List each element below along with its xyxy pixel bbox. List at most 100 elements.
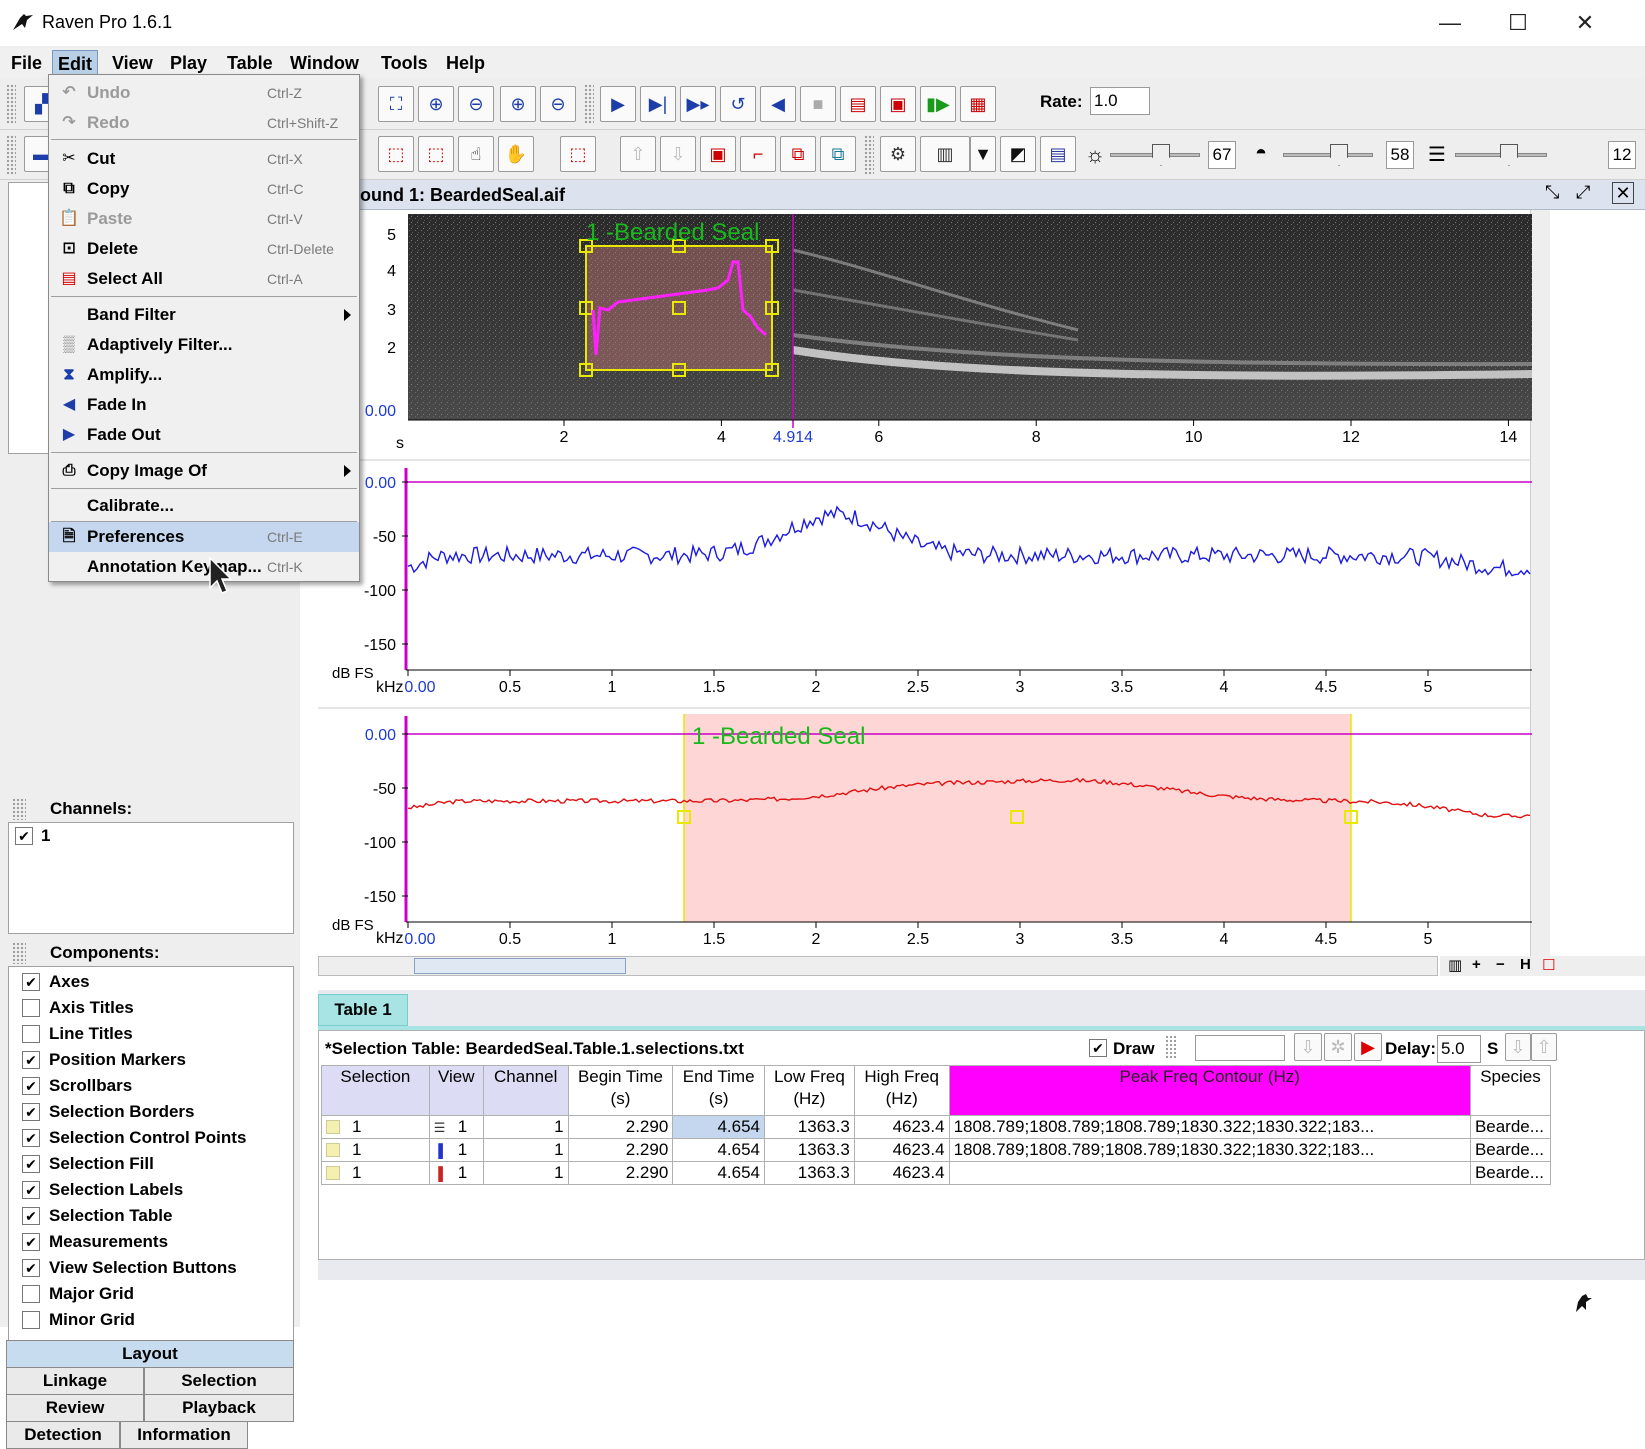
selection-corner-icon[interactable]: ⌐ <box>740 136 776 172</box>
record-icon[interactable]: ▤ <box>840 86 876 122</box>
component-checkbox[interactable] <box>22 999 40 1017</box>
menu-item-fade-out[interactable]: ▶ Fade Out <box>49 420 359 450</box>
auto-advance-icon[interactable]: ✲ <box>1324 1033 1352 1061</box>
component-item[interactable]: Axis Titles <box>9 995 293 1021</box>
menu-item-paste[interactable]: 📋 Paste Ctrl-V <box>59 209 303 228</box>
menu-item-copy[interactable]: ⧉ Copy Ctrl-C <box>49 174 359 204</box>
toolbar-grip[interactable] <box>864 135 874 175</box>
component-item[interactable]: Minor Grid <box>9 1307 293 1333</box>
colormap-icon[interactable]: ▥ <box>920 136 970 172</box>
chevron-down-icon[interactable]: ▼ <box>970 136 996 172</box>
table-cell-channel[interactable]: 1 <box>482 1161 569 1185</box>
component-checkbox[interactable] <box>22 1311 40 1329</box>
draw-checkbox[interactable]: ✔ <box>1089 1039 1107 1057</box>
zoom-in-vertical-icon[interactable]: ⊕ <box>418 86 454 122</box>
component-item[interactable]: ✔ Selection Fill <box>9 1151 293 1177</box>
tab-linkage[interactable]: Linkage <box>6 1367 144 1395</box>
select-band-icon[interactable]: ⬚ <box>378 136 414 172</box>
component-checkbox[interactable]: ✔ <box>22 1129 40 1147</box>
table-cell-species[interactable]: Bearde... <box>1469 1161 1552 1185</box>
menu-file[interactable]: File <box>11 53 43 73</box>
maximize-icon[interactable]: ⤢ <box>1576 182 1591 202</box>
select-time-icon[interactable]: ⬚ <box>418 136 454 172</box>
tab-table-1[interactable]: Table 1 <box>318 994 408 1026</box>
contrast-slider[interactable] <box>1283 153 1373 157</box>
table-cell-begin[interactable]: 2.290 <box>567 1161 674 1185</box>
menu-play[interactable]: Play <box>170 53 208 73</box>
spectrogram-view[interactable]: 1 -Bearded Seal 5 4 3 2 0.00 s 2 4 6 8 10 12 1… <box>318 214 1533 461</box>
tab-playback[interactable]: Playback <box>144 1394 294 1422</box>
selection-control-points[interactable] <box>677 810 1358 824</box>
close-button[interactable]: ✕ <box>1575 10 1595 35</box>
table-cell-species[interactable]: Bearde... <box>1469 1115 1552 1139</box>
play-to-end-icon[interactable]: ▶| <box>640 86 676 122</box>
toolbar-grip[interactable] <box>584 84 594 124</box>
gear-icon[interactable]: ⚙ <box>880 136 916 172</box>
table-cell-contour[interactable] <box>948 1161 1471 1185</box>
component-checkbox[interactable]: ✔ <box>22 1155 40 1173</box>
zoom-all-icon[interactable]: H <box>1520 956 1531 973</box>
zoom-selection-icon[interactable]: ☐ <box>1542 957 1556 974</box>
selection-fill[interactable] <box>586 246 772 370</box>
table-cell-high[interactable]: 4623.4 <box>853 1115 950 1139</box>
menu-item-calibrate[interactable]: Calibrate... <box>87 496 174 515</box>
menu-item-annotation-keymap[interactable]: Annotation Keymap... Ctrl-K <box>87 557 303 576</box>
table-cell-end[interactable]: 4.654 <box>672 1138 765 1162</box>
component-item[interactable]: ✔ Position Markers <box>9 1047 293 1073</box>
move-up-icon[interactable]: ⇧ <box>1531 1033 1557 1061</box>
table-cell-low[interactable]: 1363.3 <box>764 1138 855 1162</box>
menu-tools[interactable]: Tools <box>381 53 428 73</box>
selection-control-points[interactable] <box>579 239 779 377</box>
grayscale-icon[interactable]: ◩ <box>1000 136 1036 172</box>
table-cell-view[interactable]: ▐ 1 <box>428 1138 484 1162</box>
toolbar-grip[interactable] <box>6 84 16 124</box>
contrast-slider-knob[interactable] <box>1330 144 1348 166</box>
minimize-button[interactable]: — <box>1439 10 1461 35</box>
menu-item-band-filter[interactable]: Band Filter <box>49 300 359 330</box>
component-checkbox[interactable]: ✔ <box>22 1103 40 1121</box>
zoom-out-icon[interactable]: − <box>1496 956 1505 973</box>
zoom-in-horizontal-icon[interactable]: ⊕ <box>500 86 536 122</box>
component-checkbox[interactable]: ✔ <box>22 1259 40 1277</box>
table-cell-selection[interactable]: 1 <box>321 1161 430 1185</box>
table-cell-end[interactable]: 4.654 <box>672 1115 765 1139</box>
resolution-value[interactable]: 12 <box>1608 141 1636 169</box>
minimize-icon[interactable]: ⤡ <box>1545 182 1560 202</box>
grip-icon[interactable] <box>1165 1035 1177 1059</box>
tab-review[interactable]: Review <box>6 1394 144 1422</box>
zoom-out-horizontal-icon[interactable]: ⊖ <box>540 86 576 122</box>
stop-icon[interactable]: ■ <box>800 86 836 122</box>
selection-copy-icon[interactable]: ⧉ <box>820 136 856 172</box>
menu-item-cut[interactable]: ✂ Cut Ctrl-X <box>49 144 359 174</box>
table-row[interactable]: 1 ☰ 1 1 2.290 4.654 1363.3 4623.4 1808.789;1808.… <box>321 1115 1552 1139</box>
spectrum-view[interactable]: 0.00 -50 -100 -150 dB FS kHz 0.00 0.5 1 1.5 2 2.… <box>318 468 1532 709</box>
tab-detection[interactable]: Detection <box>6 1421 120 1449</box>
tab-selection[interactable]: Selection <box>144 1367 294 1395</box>
move-down-icon[interactable]: ⇩ <box>1294 1033 1322 1061</box>
zoom-fit-icon[interactable]: ⛶ <box>378 86 414 122</box>
column-header[interactable]: View <box>428 1065 484 1116</box>
table-cell-end[interactable]: 4.654 <box>672 1161 765 1185</box>
menu-help[interactable]: Help <box>446 53 486 73</box>
search-field[interactable] <box>1195 1035 1285 1061</box>
tab-information[interactable]: Information <box>120 1421 248 1449</box>
component-item[interactable]: ✔ Selection Control Points <box>9 1125 293 1151</box>
contrast-value[interactable]: 58 <box>1386 141 1414 169</box>
table-cell-begin[interactable]: 2.290 <box>567 1115 674 1139</box>
component-item[interactable]: ✔ Selection Table <box>9 1203 293 1229</box>
filter-play-icon[interactable]: ▦ <box>960 86 996 122</box>
selection-spectrum-view[interactable]: 1 -Bearded Seal 0.00 -50 -100 -150 dB FS kH… <box>332 714 1532 948</box>
page-icon[interactable]: ▣ <box>880 86 916 122</box>
scroll-play-icon[interactable]: ▮▶ <box>920 86 956 122</box>
menu-item-fade-in[interactable]: ◀ Fade In <box>49 390 359 420</box>
column-header[interactable]: Peak Freq Contour (Hz) <box>948 1065 1471 1116</box>
menu-item-redo[interactable]: ↷ Redo Ctrl+Shift-Z <box>49 108 359 138</box>
table-row[interactable]: 1 ▐ 1 1 2.290 4.654 1363.3 4623.4 1808.789;1808.… <box>321 1138 1552 1162</box>
selection-box-icon[interactable]: ⬚ <box>560 136 596 172</box>
play-selection-icon[interactable]: ▶ <box>1354 1033 1382 1061</box>
menu-item-select-all[interactable]: ▤ Select All Ctrl-A <box>49 264 359 294</box>
component-item[interactable]: ✔ View Selection Buttons <box>9 1255 293 1281</box>
play-selection-icon[interactable]: ▶▸ <box>680 86 716 122</box>
component-checkbox[interactable]: ✔ <box>22 1077 40 1095</box>
column-header[interactable]: Begin Time (s) <box>567 1065 674 1116</box>
